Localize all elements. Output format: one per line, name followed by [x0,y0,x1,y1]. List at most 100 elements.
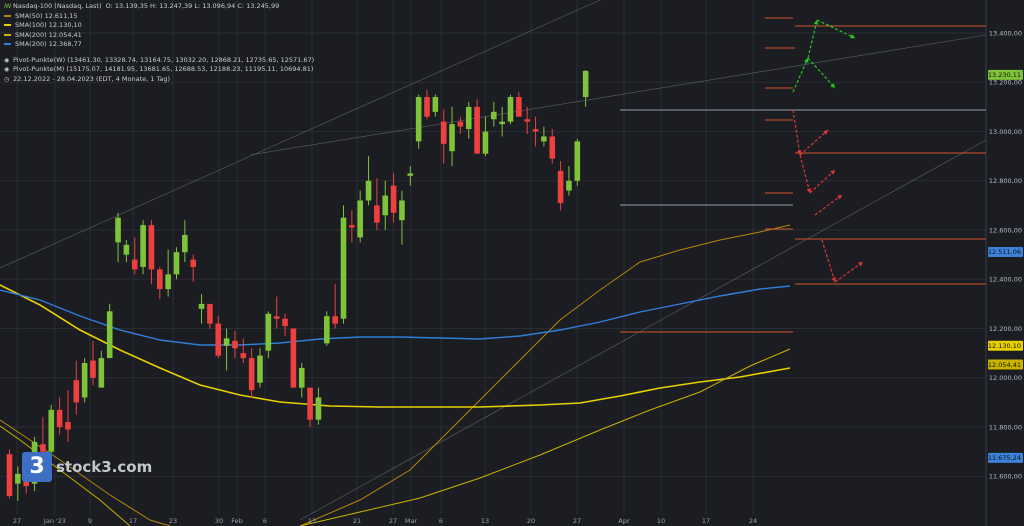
scenario-arrowhead [823,130,828,135]
x-axis-label: 6 [263,517,267,525]
sma50-row: SMA(50) 12.611,15 [4,12,314,22]
candle-body [340,217,347,319]
candle-body [248,358,255,391]
candle-body [157,269,163,290]
trend-channel-upper [0,0,601,269]
candle-body [73,380,80,403]
scenario-arrowhead [804,58,809,63]
candle-body [131,259,138,270]
logo-text: stock3.com [56,458,153,476]
instrument-row: ꟿ Nasdaq-100 (Nasdaq, Last) O: 13.139,35 … [4,2,314,12]
x-axis-label: 27 [573,517,581,525]
candle-body [474,106,480,154]
x-axis-label: 23 [169,517,177,525]
candle-body [524,119,530,122]
logo-mark: 3 [22,452,52,482]
candle-body [106,311,113,359]
candle-body [566,180,572,191]
price-tag-label: 12.511,06 [988,248,1021,256]
x-axis-label: 27 [13,517,21,525]
sma200a-swatch [4,33,11,36]
sma200b-label: SMA(200) 12.368,77 [15,40,82,48]
scenario-arrowhead [796,150,802,155]
sma100-row: SMA(100) 12.130,10 [4,21,314,31]
pivot-monthly-label: Pivot-Punkte(M) (15175.07, 14181.95, 136… [13,65,314,73]
trend-channel-lower [299,139,987,521]
scenario-arrow [834,261,864,283]
candle-body [415,97,422,142]
candle-body [173,252,180,275]
scenario-arrowhead [837,195,842,200]
stock3-logo: 3 stock3.com [22,452,152,482]
scenario-arrowhead [830,83,835,88]
candle-body [449,124,455,152]
candle-body [357,200,363,238]
instrument-icon: ꟿ [4,3,12,10]
y-axis-label: 13.000,00 [989,128,1022,136]
candle-body [215,323,222,356]
candle-body [298,367,305,388]
candle-body [399,200,405,221]
scenario-arrowhead [830,170,835,175]
ohlc-values: O: 13.139,35 H: 13.247,39 L: 13.096,94 C… [105,2,280,10]
scenario-arrow [821,239,836,283]
candle-body [81,363,88,398]
sma200b-line [0,285,791,346]
candle-body [207,303,213,324]
x-axis-label: Mar [405,517,418,525]
y-axis-label: 12.400,00 [989,276,1022,284]
candle-body [65,422,71,430]
candle-body [198,303,205,309]
candle-body [407,173,414,176]
y-axis-label: 12.000,00 [989,374,1022,382]
x-axis-label: Apr [618,517,630,525]
sma200b-swatch [4,43,11,45]
sma200a-line [299,348,791,526]
y-axis-label: 13.200,00 [989,79,1022,87]
candle-body [374,205,380,223]
scenario-arrow [799,129,829,156]
candle-body [232,340,238,349]
candle-body [123,244,130,255]
price-tag-label: 12.054,41 [988,361,1021,369]
candle-body [282,318,288,327]
scenario-arrowhead [813,20,819,25]
sma100-swatch [4,24,11,26]
candle-body [140,225,146,267]
candle-body [190,259,196,267]
price-tag-box [988,359,1023,370]
x-axis-label: 13 [308,517,316,525]
x-axis-label: Jan '23 [43,517,66,525]
x-axis-label: 24 [749,517,757,525]
scenario-arrow [807,19,818,59]
candle-body [315,397,322,420]
candle-body [273,316,280,319]
scenario-arrowhead [831,277,836,282]
x-axis-label: Feb [231,517,243,525]
sma50-swatch [4,14,11,17]
sma100-line [0,284,791,408]
x-axis-label: 17 [129,517,137,525]
pivot-icon: ◉ [4,66,10,73]
sma50-line [299,224,791,526]
candle-body [115,217,121,243]
sma200a-row: SMA(200) 12.054,41 [4,31,314,41]
clock-icon: ◷ [4,75,10,83]
x-axis-label: 13 [481,517,489,525]
sma200a-label: SMA(200) 12.054,41 [15,30,82,39]
candle-body [6,454,13,497]
scenario-arrow [807,57,836,89]
price-tag-box [988,340,1023,351]
date-range-row: ◷ 22.12.2022 - 28.04.2023 (EDT, 4 Monate,… [4,75,314,85]
chart-legend: ꟿ Nasdaq-100 (Nasdaq, Last) O: 13.139,35 … [4,2,314,84]
x-axis-label: 17 [702,517,710,525]
pivot-weekly-label: Pivot-Punkte(W) (13461.30, 13328.74, 131… [13,55,315,64]
candle-body [148,225,155,270]
scenario-arrowhead [858,262,863,267]
scenario-arrow [799,154,811,194]
candle-body [382,195,389,216]
sma50-line-left [0,419,171,526]
candle-body [507,97,514,122]
